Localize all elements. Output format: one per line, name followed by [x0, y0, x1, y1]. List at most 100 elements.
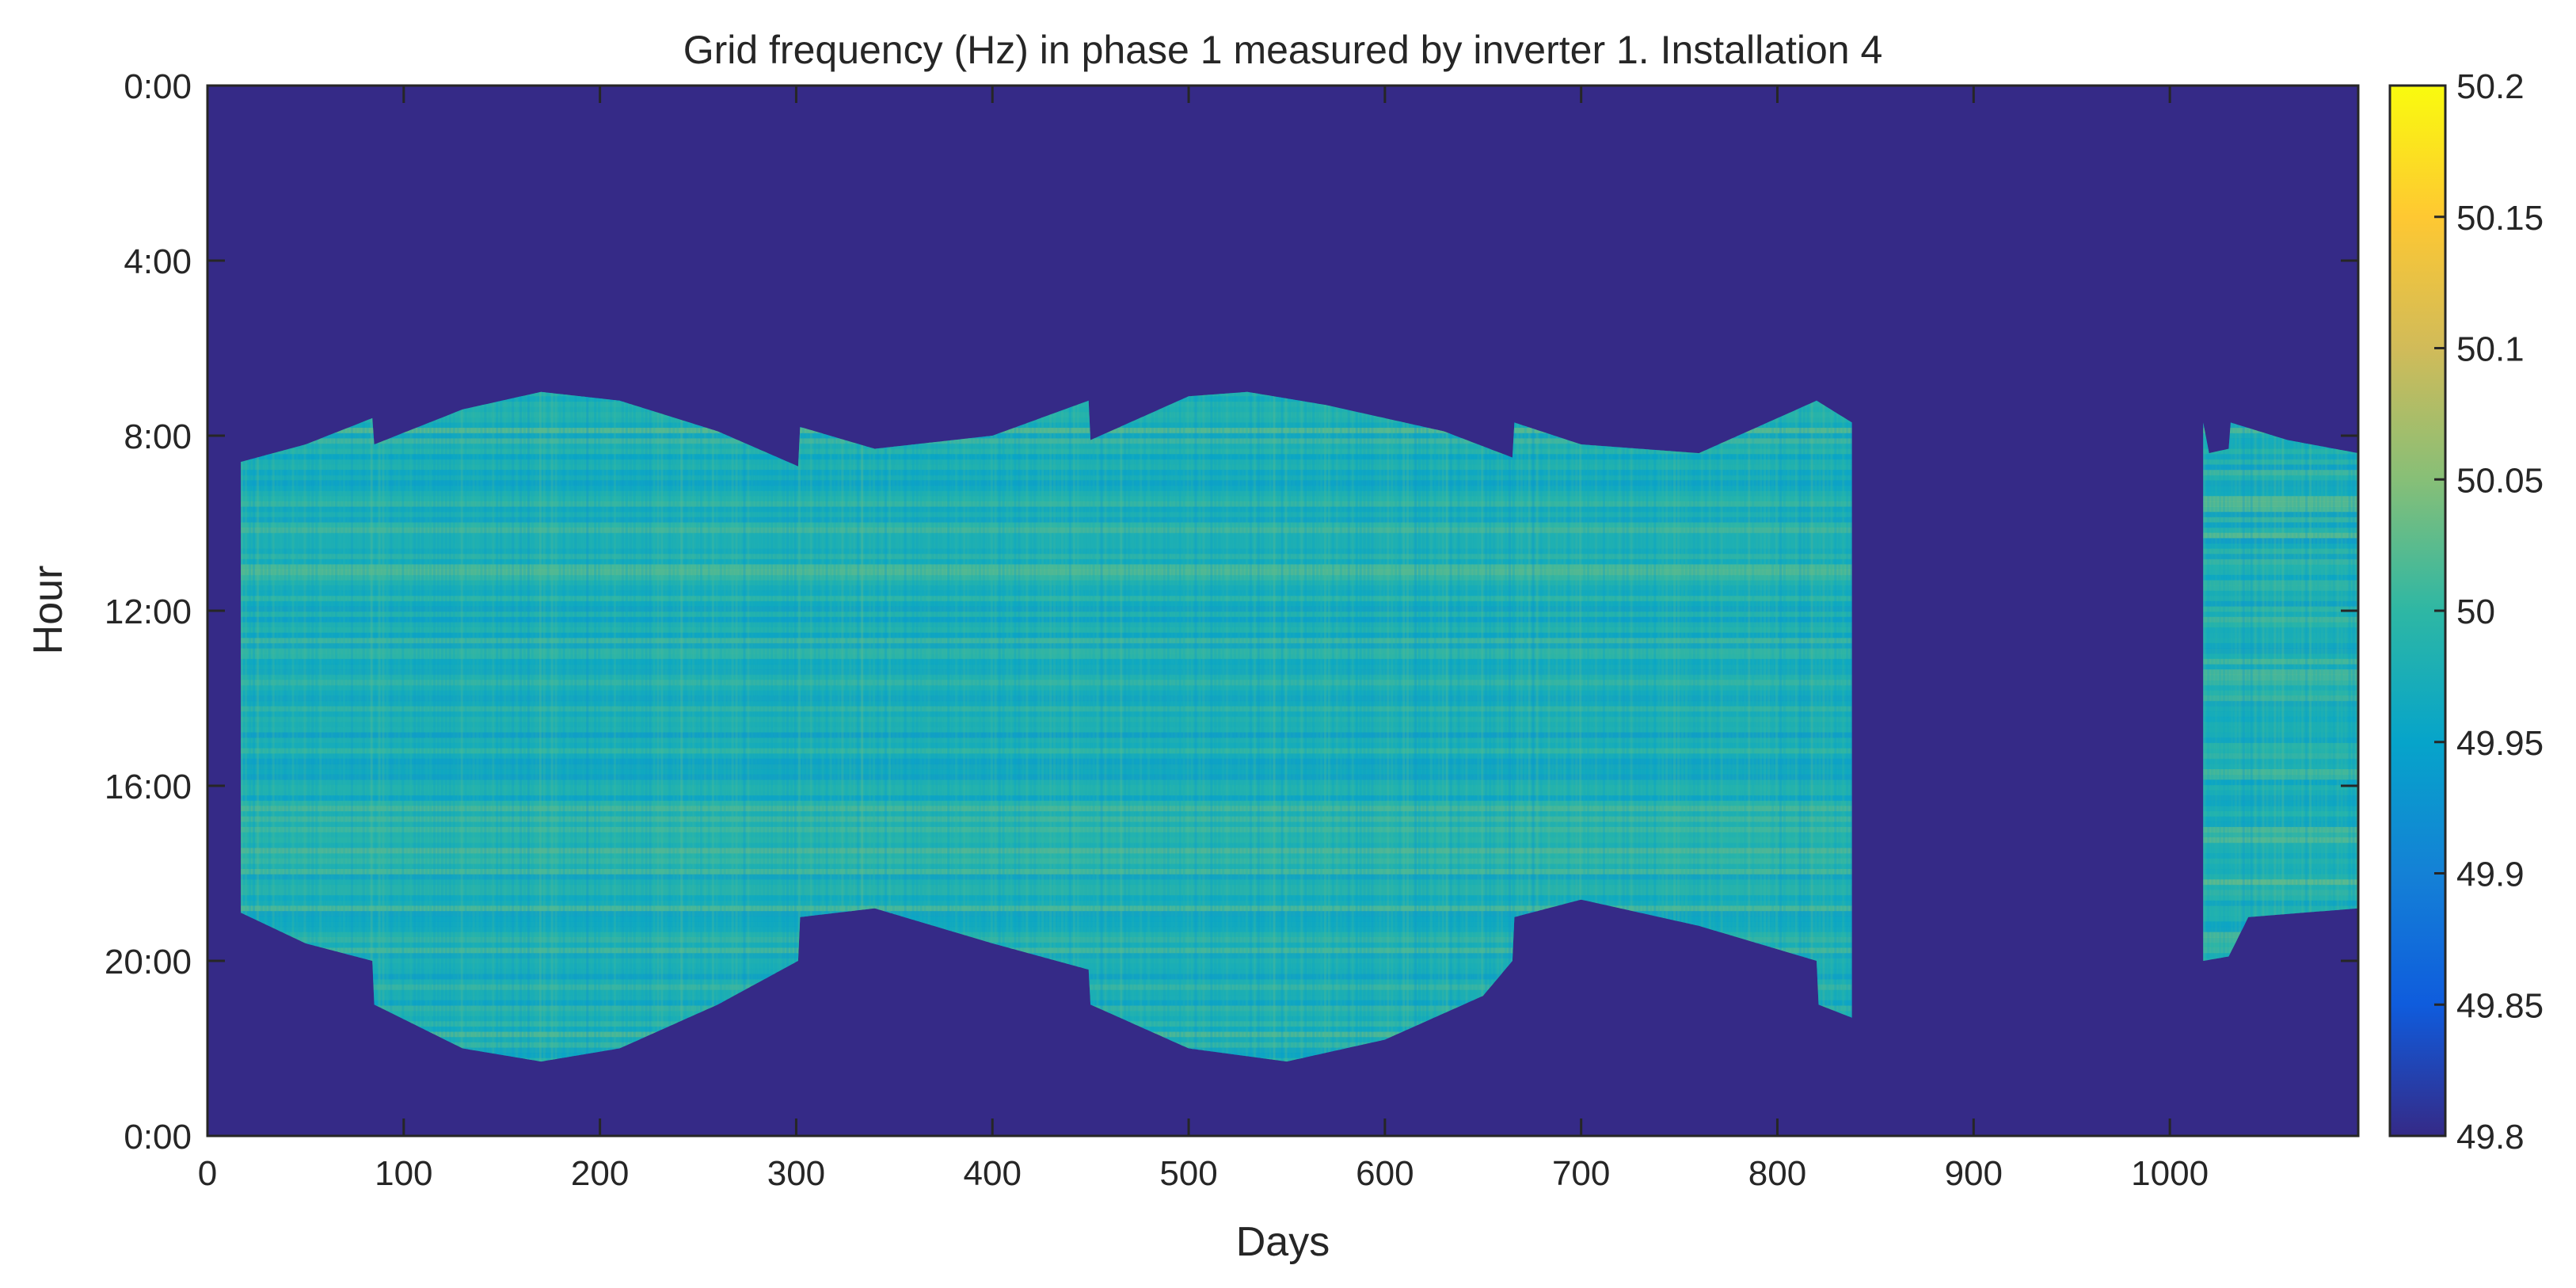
texture-column — [1406, 391, 1410, 1062]
texture-column — [546, 391, 550, 1062]
texture-column — [1398, 391, 1402, 1062]
texture-column — [1182, 391, 1185, 1062]
texture-column — [994, 391, 997, 1062]
texture-band — [241, 506, 1852, 513]
texture-column — [1555, 391, 1558, 1062]
texture-column — [2254, 422, 2257, 961]
texture-column — [739, 391, 742, 1062]
texture-column — [793, 391, 797, 1062]
texture-band — [241, 826, 1852, 833]
texture-column — [1657, 391, 1661, 1062]
texture-band — [241, 480, 1852, 486]
texture-column — [1579, 391, 1582, 1062]
texture-column — [1587, 391, 1590, 1062]
texture-column — [582, 391, 585, 1062]
texture-column — [1120, 391, 1123, 1062]
texture-column — [1798, 391, 1802, 1062]
texture-column — [1677, 391, 1680, 1062]
texture-band — [2203, 769, 2358, 775]
texture-column — [904, 391, 907, 1062]
texture-band — [2203, 706, 2358, 712]
texture-column — [295, 391, 299, 1062]
texture-column — [342, 391, 345, 1062]
texture-column — [2281, 422, 2285, 961]
texture-band — [241, 596, 1852, 602]
x-tick-label: 300 — [767, 1154, 825, 1193]
texture-column — [2219, 422, 2222, 961]
texture-band — [2203, 532, 2358, 539]
texture-column — [303, 391, 306, 1062]
texture-column — [480, 391, 483, 1062]
texture-band — [2203, 548, 2358, 554]
texture-band — [2203, 627, 2358, 634]
texture-column — [1846, 391, 1849, 1062]
texture-column — [1473, 391, 1476, 1062]
texture-band — [241, 758, 1852, 764]
texture-column — [527, 391, 530, 1062]
texture-band — [241, 900, 1852, 906]
texture-band — [2203, 779, 2358, 786]
texture-column — [1194, 391, 1197, 1062]
texture-band — [241, 926, 1852, 933]
texture-column — [1339, 391, 1342, 1062]
texture-column — [550, 391, 554, 1062]
texture-column — [967, 391, 969, 1062]
texture-column — [1598, 391, 1601, 1062]
texture-column — [1822, 391, 1825, 1062]
x-axis: 0 100 200 300 400 500 600 700 800 900 1000 — [198, 86, 2209, 1193]
texture-column — [700, 391, 702, 1062]
y-tick-label: 0:00 — [124, 67, 192, 106]
texture-column — [2242, 422, 2245, 961]
texture-band — [241, 443, 1852, 450]
texture-column — [2250, 422, 2253, 961]
texture-band — [241, 512, 1852, 518]
texture-column — [476, 391, 479, 1062]
texture-column — [978, 391, 981, 1062]
texture-column — [935, 391, 938, 1062]
texture-column — [1288, 391, 1292, 1062]
texture-column — [307, 391, 310, 1062]
texture-column — [1571, 391, 1574, 1062]
texture-column — [444, 391, 447, 1062]
texture-column — [346, 391, 349, 1062]
texture-column — [1375, 391, 1378, 1062]
texture-band — [241, 711, 1852, 718]
texture-column — [613, 391, 616, 1062]
texture-column — [1626, 391, 1629, 1062]
texture-column — [1692, 391, 1695, 1062]
texture-column — [731, 391, 734, 1062]
texture-column — [625, 391, 628, 1062]
texture-column — [1575, 391, 1578, 1062]
texture-column — [873, 391, 876, 1062]
texture-column — [1049, 391, 1052, 1062]
texture-band — [241, 580, 1852, 586]
texture-band — [241, 490, 1852, 497]
texture-band — [241, 570, 1852, 576]
texture-band — [2203, 574, 2358, 581]
texture-column — [1222, 391, 1225, 1062]
texture-column — [606, 391, 609, 1062]
texture-column — [594, 391, 597, 1062]
texture-column — [1033, 391, 1037, 1062]
x-tick-label: 700 — [1552, 1154, 1610, 1193]
texture-column — [629, 391, 632, 1062]
texture-column — [1014, 391, 1017, 1062]
colorbar-tick-label: 50.2 — [2456, 67, 2525, 106]
texture-column — [366, 391, 369, 1062]
texture-column — [1072, 391, 1075, 1062]
texture-column — [817, 391, 820, 1062]
texture-column — [1477, 391, 1480, 1062]
texture-band — [241, 459, 1852, 465]
texture-column — [452, 391, 455, 1062]
texture-column — [283, 391, 287, 1062]
texture-column — [299, 391, 302, 1062]
texture-column — [896, 391, 899, 1062]
texture-column — [535, 391, 538, 1062]
texture-band — [2203, 700, 2358, 707]
texture-column — [1810, 391, 1813, 1062]
texture-column — [1359, 391, 1362, 1062]
texture-band — [2203, 564, 2358, 570]
texture-band — [2203, 490, 2358, 497]
texture-column — [362, 391, 365, 1062]
